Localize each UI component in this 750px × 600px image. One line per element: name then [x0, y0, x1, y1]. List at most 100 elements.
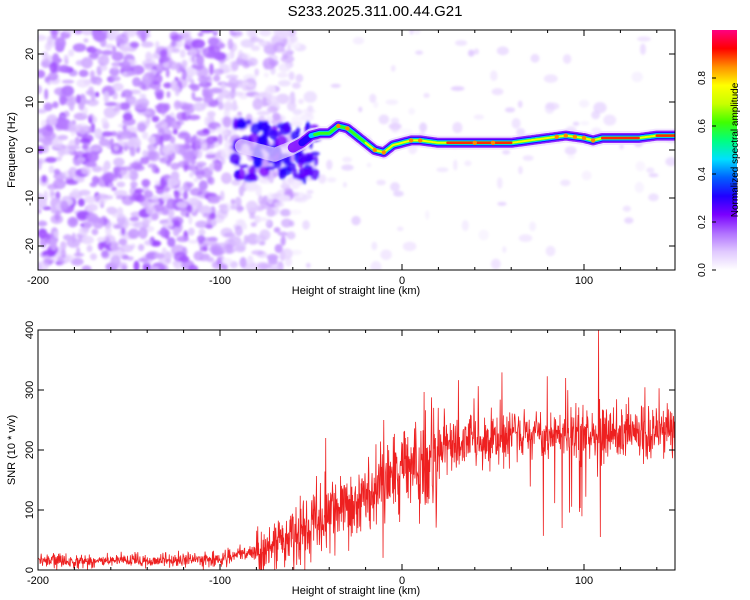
noise-blob [138, 227, 148, 239]
noise-blob [221, 131, 229, 136]
noise-blob [171, 120, 182, 130]
noise-blob [461, 220, 469, 232]
noise-blob [255, 184, 262, 197]
noise-blob [209, 87, 223, 94]
noise-blob [186, 69, 199, 76]
noise-blob [393, 190, 404, 197]
noise-blob [161, 208, 170, 216]
noise-blob [245, 119, 252, 125]
noise-blob [272, 112, 281, 121]
colorbar-tick-label: 0.0 [697, 263, 708, 277]
noise-blob [72, 43, 87, 53]
noise-blob [164, 117, 176, 123]
noise-blob [144, 240, 153, 246]
noise-blob [258, 194, 263, 206]
noise-blob [278, 79, 291, 87]
noise-blob [289, 209, 302, 215]
noise-blob [102, 164, 108, 174]
noise-blob [50, 30, 58, 41]
noise-blob [94, 193, 108, 205]
noise-blob [305, 262, 311, 268]
noise-blob [151, 115, 160, 123]
snr-xlabel: Height of straight line (km) [292, 585, 420, 597]
noise-blob [166, 159, 172, 167]
xtick-label: -200 [27, 275, 49, 287]
ridge-peak [472, 140, 477, 145]
noise-blob [294, 192, 300, 197]
noise-blob [194, 141, 200, 151]
noise-blob [110, 241, 121, 252]
noise-blob [43, 102, 53, 112]
noise-blob [129, 216, 140, 222]
noise-blob [164, 186, 170, 193]
noise-blob [159, 193, 173, 201]
noise-blob [273, 41, 285, 53]
colorbar-tick-label: 0.8 [697, 71, 708, 85]
noise-blob [111, 75, 121, 82]
noise-blob [305, 154, 313, 164]
noise-blob [249, 213, 256, 219]
noise-blob [91, 115, 98, 124]
noise-blob [266, 95, 280, 106]
noise-blob [581, 170, 592, 181]
noise-blob [473, 48, 480, 55]
noise-blob [167, 178, 179, 187]
noise-blob [38, 228, 48, 239]
noise-blob [496, 46, 509, 56]
noise-blob [206, 51, 219, 59]
noise-blob [155, 102, 169, 114]
noise-blob [216, 256, 222, 266]
noise-blob [52, 53, 60, 65]
noise-blob [176, 236, 190, 243]
noise-blob [240, 39, 255, 48]
noise-blob [61, 85, 75, 97]
noise-blob [236, 121, 248, 130]
noise-blob [163, 82, 173, 89]
noise-blob [186, 197, 199, 206]
noise-blob [195, 168, 205, 180]
noise-blob [132, 164, 145, 172]
noise-blob [278, 63, 291, 73]
ytick-label: 400 [24, 321, 36, 339]
noise-blob [148, 150, 161, 162]
noise-blob [280, 248, 293, 260]
noise-blob [230, 198, 236, 205]
noise-blob [137, 122, 147, 133]
noise-blob [120, 60, 131, 71]
noise-blob [258, 92, 267, 98]
noise-blob [43, 190, 48, 203]
noise-blob [148, 136, 156, 145]
ridge-peak [572, 134, 578, 139]
noise-blob [113, 157, 125, 167]
noise-blob [174, 76, 179, 82]
noise-blob [277, 231, 288, 236]
spectrogram-noise [38, 30, 675, 270]
noise-blob [101, 117, 108, 126]
noise-blob [266, 105, 279, 114]
noise-blob [271, 130, 283, 137]
noise-blob [165, 68, 170, 78]
noise-blob [464, 160, 472, 167]
snr-series-line [38, 330, 675, 570]
colorbar: 0.0 0.2 0.4 0.6 0.8 Normalized spectral ampl… [697, 30, 741, 277]
noise-blob [281, 218, 293, 228]
noise-blob [145, 51, 152, 62]
noise-blob [245, 266, 259, 270]
noise-blob [98, 138, 111, 147]
ridge-peak [381, 150, 386, 155]
noise-blob [436, 167, 449, 173]
noise-blob [300, 172, 307, 179]
noise-blob [153, 253, 165, 259]
noise-blob [177, 186, 185, 192]
noise-blob [258, 41, 268, 46]
noise-blob [101, 49, 113, 56]
ytick-label: -20 [24, 238, 36, 254]
noise-blob [120, 244, 134, 253]
noise-blob [173, 259, 182, 270]
noise-blob [112, 61, 119, 70]
noise-blob [280, 235, 286, 246]
noise-blob [198, 180, 208, 191]
noise-blob [104, 101, 118, 107]
noise-blob [41, 51, 49, 58]
